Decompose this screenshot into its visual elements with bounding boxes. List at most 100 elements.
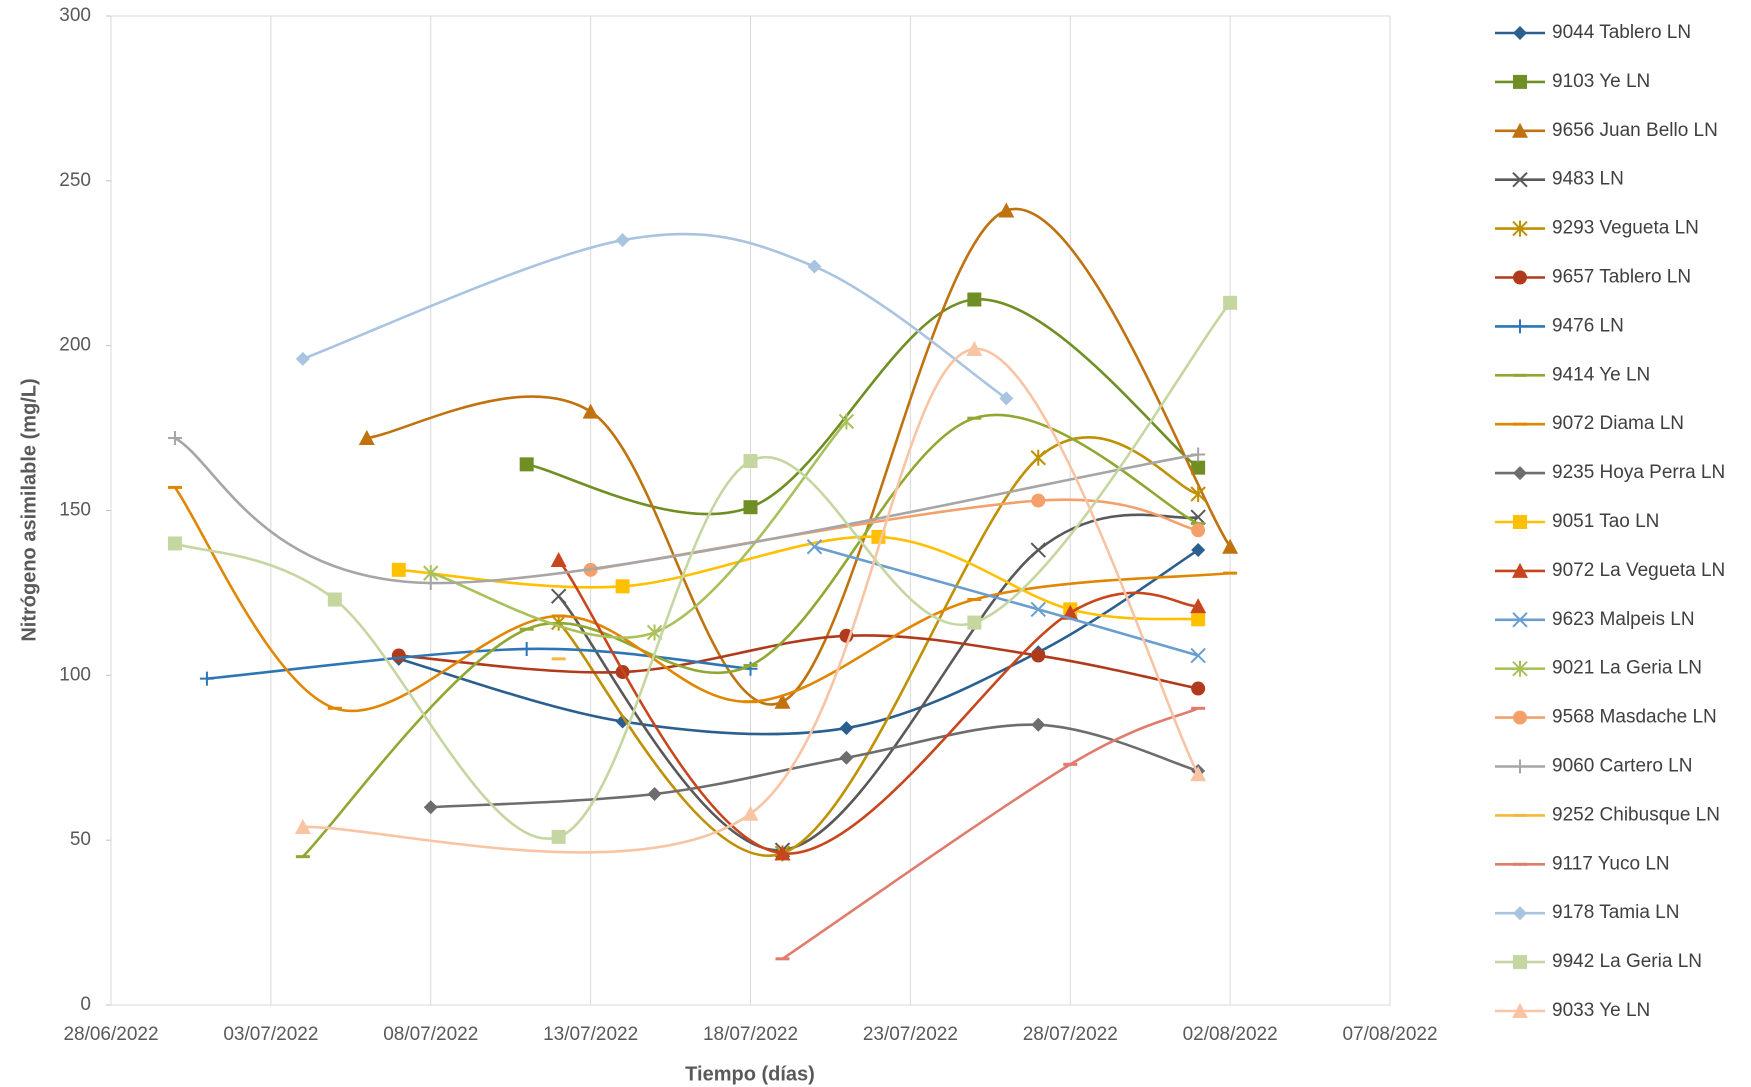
legend-label: 9117 Yuco LN xyxy=(1552,853,1670,874)
data-point xyxy=(742,805,759,821)
legend-marker xyxy=(1513,26,1527,40)
x-tick-label: 28/06/2022 xyxy=(63,1024,158,1045)
legend-marker xyxy=(1512,562,1528,578)
data-point xyxy=(1062,604,1079,620)
series xyxy=(358,202,1239,709)
x-tick-label: 23/07/2022 xyxy=(863,1024,958,1045)
series xyxy=(167,430,1206,591)
data-point xyxy=(998,202,1015,218)
legend-label: 9656 Juan Bello LN xyxy=(1552,120,1718,141)
series xyxy=(294,340,1207,854)
series-line xyxy=(557,559,1199,855)
data-point xyxy=(294,818,311,834)
legend-marker xyxy=(1513,466,1527,481)
legend-label: 9657 Tablero LN xyxy=(1552,267,1691,288)
legend-label: 9103 Ye LN xyxy=(1552,71,1650,92)
legend-label: 9060 Cartero LN xyxy=(1552,756,1692,777)
data-point xyxy=(967,615,982,630)
series xyxy=(519,292,1206,516)
series xyxy=(391,529,1206,627)
data-point xyxy=(1191,460,1206,475)
legend-marker xyxy=(1513,515,1527,529)
legend-label: 9942 La Geria LN xyxy=(1552,951,1702,972)
data-point xyxy=(327,592,342,607)
series-line xyxy=(398,548,1199,736)
legend-label: 9072 La Vegueta LN xyxy=(1552,560,1725,581)
data-point xyxy=(1223,295,1238,310)
data-point xyxy=(743,500,758,515)
series xyxy=(295,413,1206,859)
legend-label: 9293 Vegueta LN xyxy=(1552,218,1699,239)
data-point xyxy=(550,551,567,567)
legend-label: 9414 Ye LN xyxy=(1552,364,1650,385)
data-point xyxy=(839,721,854,736)
x-tick-label: 07/08/2022 xyxy=(1342,1024,1437,1045)
data-point xyxy=(519,641,534,656)
legend-label: 9178 Tamia LN xyxy=(1552,902,1679,923)
series xyxy=(295,232,1014,406)
legend-label: 9623 Malpeis LN xyxy=(1552,609,1695,630)
series xyxy=(167,485,1238,713)
data-point xyxy=(358,429,375,445)
x-axis-title: Tiempo (días) xyxy=(685,1063,815,1085)
legend-label: 9072 Diama LN xyxy=(1552,413,1684,434)
legend-label: 9044 Tablero LN xyxy=(1552,22,1691,43)
y-tick-label: 200 xyxy=(59,335,91,356)
series-line xyxy=(174,436,1199,585)
legend-marker xyxy=(1512,1003,1528,1018)
data-point xyxy=(1191,612,1206,627)
series-line xyxy=(173,486,1231,713)
series xyxy=(199,641,758,686)
legend-marker xyxy=(1512,122,1528,138)
data-point xyxy=(1191,447,1206,462)
series-line xyxy=(814,545,1199,657)
series xyxy=(550,436,1206,862)
data-point xyxy=(615,714,630,729)
series-line xyxy=(174,301,1232,840)
data-point xyxy=(1030,449,1046,466)
data-point xyxy=(550,588,567,604)
data-point xyxy=(807,259,822,274)
data-point xyxy=(806,539,823,555)
legend-label: 9476 LN xyxy=(1552,315,1624,336)
data-point xyxy=(582,403,599,419)
series-line xyxy=(557,513,1199,852)
data-point xyxy=(295,351,310,366)
legend-marker xyxy=(1512,220,1528,237)
series xyxy=(806,539,1206,664)
x-tick-label: 08/07/2022 xyxy=(383,1024,478,1045)
y-tick-label: 0 xyxy=(80,994,91,1015)
legend-label: 9033 Ye LN xyxy=(1552,1000,1650,1021)
plot-border xyxy=(110,15,1391,1006)
series-line xyxy=(557,436,1199,857)
data-point xyxy=(838,413,855,430)
y-tick-label: 100 xyxy=(59,664,91,685)
y-axis-title: Nitrógeno asimilable (mg/L) xyxy=(18,378,40,641)
data-point xyxy=(167,430,182,445)
y-tick-label: 300 xyxy=(59,5,91,26)
series xyxy=(775,706,1206,961)
data-point xyxy=(1190,647,1206,664)
legend-marker xyxy=(1513,270,1527,285)
data-point xyxy=(199,671,214,686)
data-point xyxy=(1191,681,1206,696)
data-point xyxy=(519,457,534,472)
legend-marker xyxy=(1512,660,1528,677)
data-point xyxy=(774,845,791,861)
data-point xyxy=(1190,766,1207,782)
legend-marker xyxy=(1513,759,1527,774)
y-tick-label: 250 xyxy=(59,170,91,191)
data-point xyxy=(615,233,630,248)
legend-marker xyxy=(1512,171,1528,188)
data-point xyxy=(999,391,1014,406)
legend-marker xyxy=(1513,955,1527,970)
x-tick-label: 13/07/2022 xyxy=(543,1024,638,1045)
data-point xyxy=(1031,648,1046,663)
series-line xyxy=(781,707,1199,960)
series-line xyxy=(302,347,1200,854)
data-point xyxy=(1190,598,1207,614)
data-point xyxy=(1030,601,1046,618)
series-line xyxy=(302,232,1008,400)
x-tick-label: 02/08/2022 xyxy=(1183,1024,1278,1045)
